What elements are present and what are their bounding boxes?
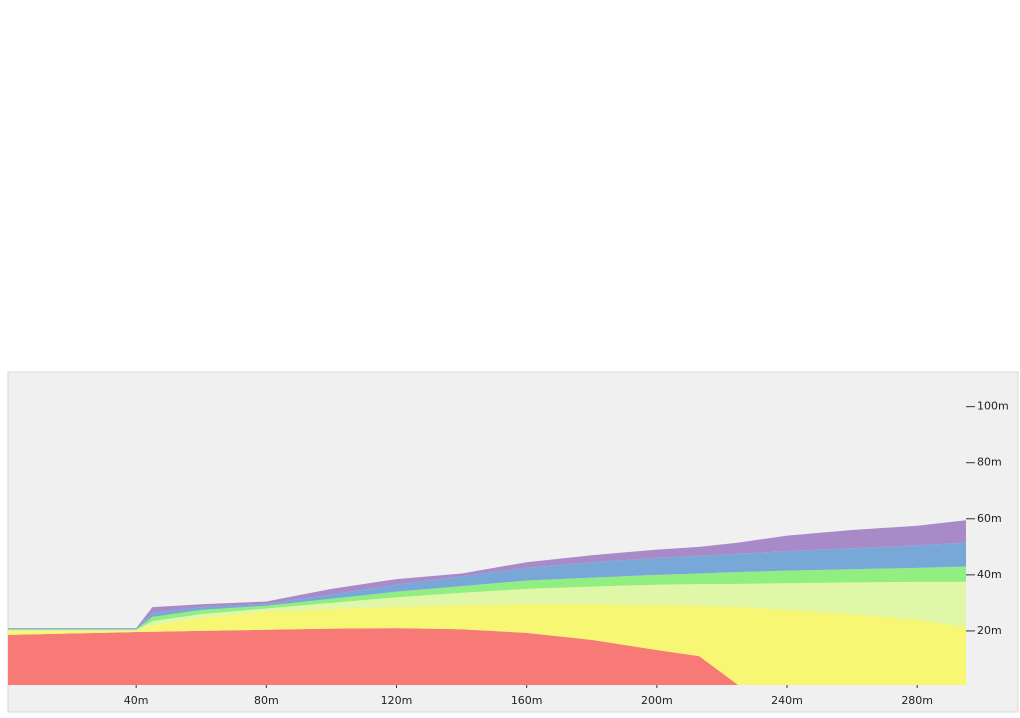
y-tick-label: 60m [977,512,1002,525]
x-tick-label: 280m [901,694,933,707]
layer [8,628,966,685]
y-tick-label: 80m [977,456,1002,469]
x-tick-label: 120m [381,694,413,707]
layer [8,604,966,685]
x-tick-label: 200m [641,694,673,707]
layer [8,520,966,629]
y-tick-label: 40m [977,568,1002,581]
y-tick-label: 100m [977,400,1009,413]
layer [8,542,966,630]
x-tick-label: 80m [254,694,279,707]
x-tick-label: 40m [124,694,149,707]
y-tick-label: 20m [977,624,1002,637]
layer [8,566,966,631]
x-tick-label: 240m [771,694,803,707]
x-tick-label: 160m [511,694,543,707]
layer [8,581,966,631]
